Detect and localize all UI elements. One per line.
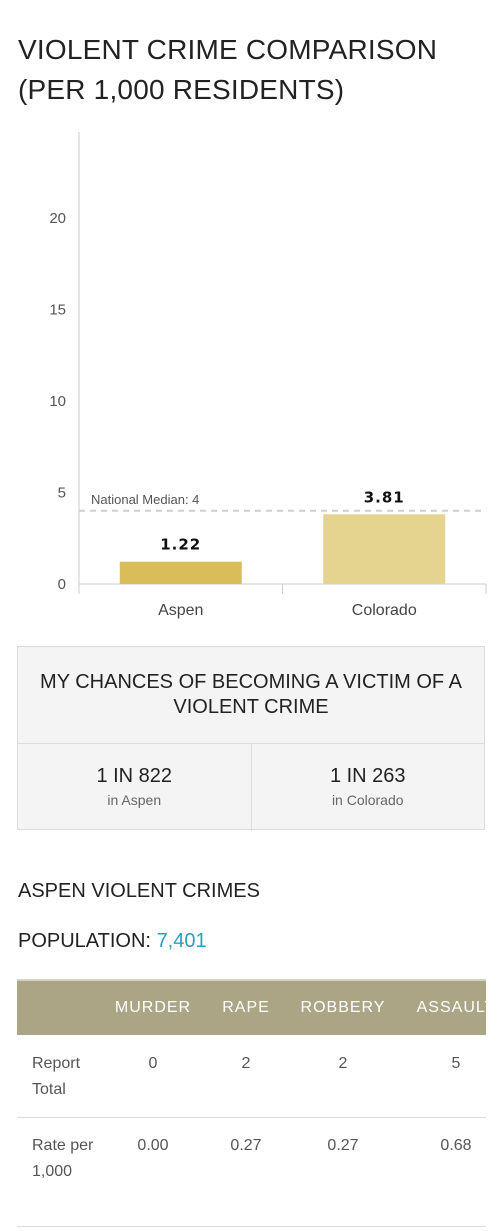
chances-heading: MY CHANCES OF BECOMING A VICTIM OF A VIO… <box>18 647 484 744</box>
chance-value: 1 IN 263 <box>329 765 406 787</box>
data-label: 1.22 <box>160 536 201 554</box>
col-header-assault: ASSAULT <box>416 999 486 1016</box>
y-tick-label: 0 <box>58 576 66 593</box>
y-tick-label: 20 <box>49 210 66 227</box>
national-median-label: National Median: 4 <box>91 492 199 507</box>
victim-chances-panel: MY CHANCES OF BECOMING A VICTIM OF A VIO… <box>17 646 485 831</box>
y-tick-label: 5 <box>58 485 66 502</box>
table-header: MURDER RAPE ROBBERY ASSAULT <box>17 979 486 1035</box>
table-cell: 5 <box>451 1055 461 1072</box>
chart-title: VIOLENT CRIME COMPARISON (PER 1,000 RESI… <box>18 34 438 105</box>
population-line: POPULATION: 7,401 <box>18 930 207 953</box>
col-header-robbery: ROBBERY <box>300 999 386 1016</box>
table-row: Rate per 1,000 0.00 0.27 0.27 0.68 <box>17 1118 486 1227</box>
x-tick-label: Aspen <box>158 602 203 619</box>
chance-location: in Colorado <box>331 792 404 808</box>
row-label: Rate per 1,000 <box>32 1137 94 1180</box>
row-label: Report Total <box>32 1055 81 1098</box>
bar-chart: 0 5 10 15 20 National Median: 4 1.22 Aspen 3.81 C… <box>49 132 487 619</box>
chance-location: in Aspen <box>107 792 162 808</box>
chance-aspen: 1 IN 822 in Aspen <box>18 744 251 831</box>
col-header-murder: MURDER <box>114 999 192 1016</box>
bar-aspen <box>119 561 242 584</box>
table-cell: 0.27 <box>327 1137 359 1154</box>
chance-colorado: 1 IN 263 in Colorado <box>250 744 485 831</box>
table-cell: 0 <box>148 1055 158 1072</box>
population-value: 7,401 <box>156 930 207 952</box>
table-cell: 2 <box>338 1055 348 1072</box>
bar-colorado <box>323 514 446 584</box>
section-title: ASPEN VIOLENT CRIMES <box>18 880 260 902</box>
x-tick-label: Colorado <box>352 602 417 619</box>
crime-table: MURDER RAPE ROBBERY ASSAULT Report Total… <box>17 979 486 1231</box>
y-tick-label: 15 <box>49 302 66 319</box>
table-cell: 0.27 <box>230 1137 262 1154</box>
col-header-rape: RAPE <box>222 999 270 1016</box>
chance-value: 1 IN 822 <box>96 765 173 787</box>
table-row: Report Total 0 2 2 5 <box>17 1035 486 1118</box>
population-label: POPULATION: <box>18 930 151 952</box>
data-label: 3.81 <box>364 488 405 506</box>
table-cell: 0.68 <box>440 1137 472 1154</box>
table-cell: 2 <box>241 1055 251 1072</box>
y-tick-label: 10 <box>49 393 66 410</box>
table-cell: 0.00 <box>137 1137 169 1154</box>
